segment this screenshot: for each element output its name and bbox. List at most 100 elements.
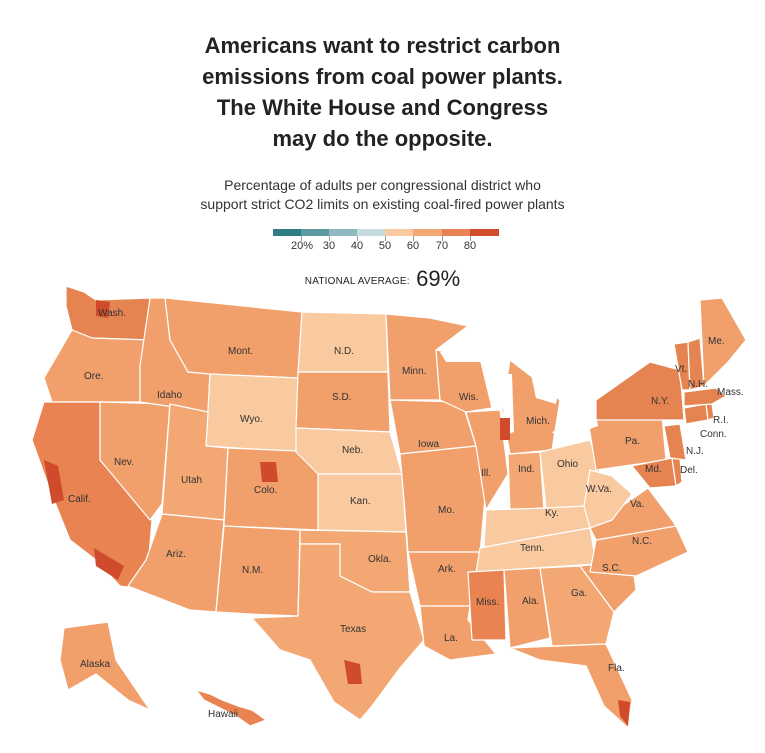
state-label: Me. [708, 336, 725, 347]
state-label: Iowa [418, 439, 440, 450]
state-tn [475, 527, 597, 573]
state-label: Del. [680, 465, 698, 476]
state-label: Fla. [608, 663, 625, 674]
legend-label: 40 [350, 240, 364, 252]
lake-huron [530, 370, 560, 404]
legend-swatch [385, 229, 413, 236]
state-label: N.M. [242, 565, 263, 576]
national-average-value: 69% [416, 266, 461, 291]
state-wy [205, 373, 299, 453]
state-ms [467, 569, 507, 641]
state-label: Ill. [481, 468, 491, 479]
headline: Americans want to restrict carbon emissi… [0, 30, 765, 154]
lake-erie [552, 416, 598, 440]
state-il [465, 409, 509, 511]
state-label: Minn. [402, 366, 426, 377]
district-denver-highlight [260, 462, 278, 482]
subtitle-line: support strict CO2 limits on existing co… [200, 196, 565, 212]
state-label: Idaho [157, 390, 182, 401]
legend-label: 60 [406, 240, 420, 252]
legend-swatch [413, 229, 442, 236]
district-bay-area-highlight [44, 460, 64, 504]
state-label: Utah [181, 475, 202, 486]
headline-line: The White House and Congress [216, 95, 549, 120]
state-label: W.Va. [586, 484, 612, 495]
subtitle-line: Percentage of adults per congressional d… [224, 177, 541, 193]
district-la-highlight [94, 548, 124, 580]
state-label: N.J. [686, 446, 704, 457]
state-label: Mass. [717, 387, 744, 398]
state-ct [683, 403, 709, 425]
legend-label: 80 [463, 240, 477, 252]
legend-swatch [357, 229, 385, 236]
state-or [43, 329, 151, 403]
state-label: Md. [645, 464, 662, 475]
legend-swatch [301, 229, 329, 236]
lake-superior [440, 346, 520, 362]
state-label: Conn. [700, 429, 727, 440]
state-label: R.I. [713, 415, 729, 426]
state-label: S.D. [332, 392, 351, 403]
state-label: Hawaii [208, 709, 238, 720]
state-label: Nev. [114, 457, 134, 468]
state-label: Ariz. [166, 549, 186, 560]
state-label: Ohio [557, 459, 579, 470]
district-seattle-highlight [96, 300, 110, 318]
state-label: Va. [630, 499, 644, 510]
state-label: S.C. [602, 563, 621, 574]
state-label: Pa. [625, 436, 640, 447]
state-label: Vt. [675, 364, 687, 375]
state-ga [539, 565, 615, 647]
subtitle: Percentage of adults per congressional d… [0, 176, 765, 214]
legend-swatch [470, 229, 499, 236]
state-label: Okla. [368, 554, 391, 565]
state-label: Ala. [522, 596, 539, 607]
state-label: N.H. [688, 379, 708, 390]
state-label: Wis. [459, 392, 478, 403]
state-label: Wash. [98, 308, 126, 319]
legend-label: 30 [322, 240, 336, 252]
state-label: Colo. [254, 485, 277, 496]
state-fl [509, 643, 633, 729]
legend-swatch [329, 229, 357, 236]
district-miami-highlight [618, 700, 630, 726]
legend-label: 50 [378, 240, 392, 252]
state-label: Mo. [438, 505, 455, 516]
state-tx [251, 543, 425, 721]
district-houston-highlight [344, 660, 362, 684]
state-az [127, 513, 225, 613]
legend-label: 20% [290, 240, 314, 252]
legend-swatch [442, 229, 470, 236]
state-ma [683, 387, 727, 407]
state-label: N.D. [334, 346, 354, 357]
headline-line: emissions from coal power plants. [202, 64, 563, 89]
state-label: Neb. [342, 445, 363, 456]
state-label: Mont. [228, 346, 253, 357]
district-chicago-highlight [500, 418, 510, 440]
state-wv [583, 469, 633, 529]
state-label: Miss. [476, 597, 499, 608]
headline-line: Americans want to restrict carbon [204, 33, 561, 58]
state-mo [399, 445, 487, 555]
national-average-caption: NATIONAL AVERAGE: [304, 276, 410, 287]
state-label: Ind. [518, 464, 535, 475]
legend-swatch [273, 229, 301, 236]
national-average: NATIONAL AVERAGE: 69% [0, 264, 765, 291]
state-label: Ga. [571, 588, 587, 599]
state-label: Ky. [545, 508, 559, 519]
state-label: Calif. [68, 494, 91, 505]
state-label: Texas [340, 624, 366, 635]
state-nm [215, 525, 301, 617]
state-label: Kan. [350, 496, 371, 507]
state-va [589, 487, 677, 541]
state-label: Tenn. [520, 543, 544, 554]
state-label: Mich. [526, 416, 550, 427]
color-legend: 20% 30 40 50 60 70 80 [273, 229, 499, 257]
state-label: La. [444, 633, 458, 644]
state-nd [297, 311, 389, 373]
state-label: Alaska [80, 659, 110, 670]
state-me [699, 297, 747, 387]
state-label: Ore. [84, 371, 103, 382]
legend-label: 70 [435, 240, 449, 252]
state-ny [595, 361, 685, 421]
